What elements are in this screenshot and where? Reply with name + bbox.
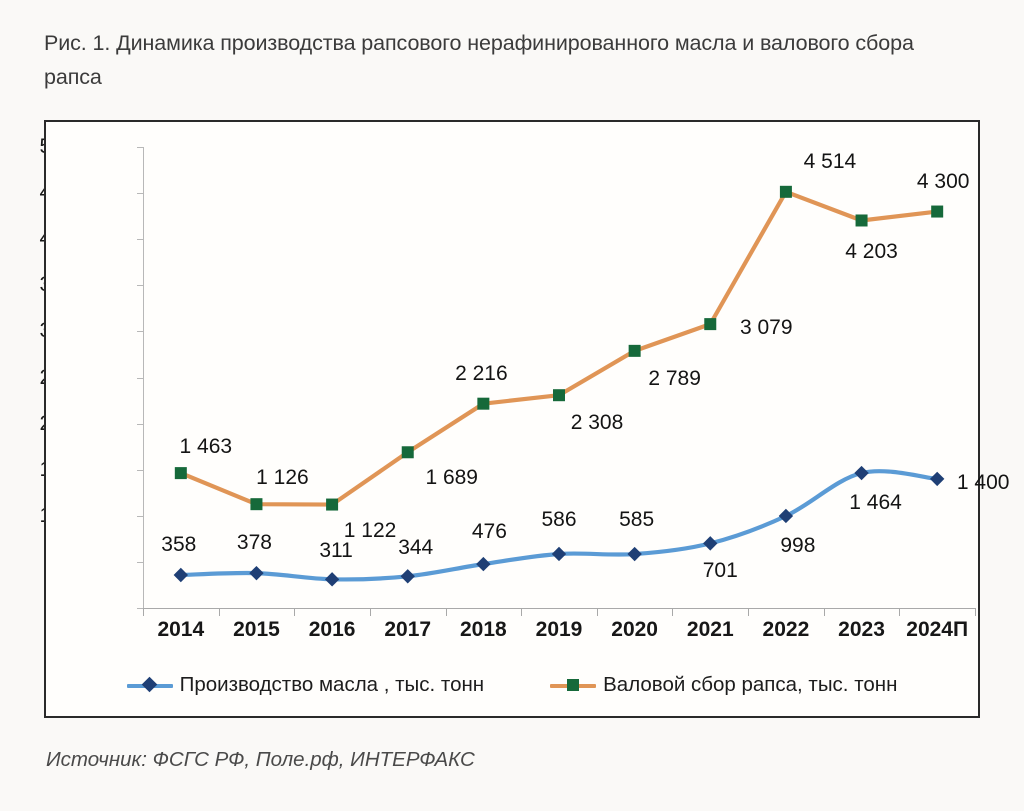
data-point-label: 1 464 [849, 491, 902, 515]
x-tick-label: 2024П [906, 618, 969, 641]
data-point-label: 1 689 [425, 466, 478, 490]
data-point-label: 701 [702, 559, 738, 583]
legend-item-rapeseed-harvest[interactable]: Валовой сбор рапса, тыс. тонн [550, 673, 897, 697]
x-tick-label: 2020 [611, 618, 658, 641]
x-tick-label: 2015 [233, 618, 280, 641]
legend-key-square-icon [550, 677, 597, 693]
data-point-label: 585 [619, 508, 655, 532]
x-tick-mark [521, 608, 523, 616]
x-tick-mark [218, 608, 220, 616]
source-note: Источник: ФСГС РФ, Поле.рф, ИНТЕРФАКС [46, 748, 475, 771]
x-axis-line [143, 608, 975, 610]
y-tick-mark [137, 377, 144, 379]
x-tick-mark [899, 608, 901, 616]
data-point-label: 1 126 [256, 466, 309, 490]
y-tick-mark [137, 331, 144, 333]
y-tick-mark [137, 285, 144, 287]
data-point-label: 1 463 [179, 435, 233, 459]
legend-label-oil-production: Производство масла , тыс. тонн [179, 673, 485, 696]
x-tick-label: 2018 [460, 618, 507, 641]
y-tick-mark [137, 147, 144, 148]
x-tick-mark [143, 608, 144, 616]
data-point-label: 2 216 [455, 361, 508, 385]
x-tick-label: 2023 [838, 618, 885, 641]
y-tick-mark [137, 239, 144, 241]
data-point-label: 2 308 [570, 411, 624, 435]
legend-label-rapeseed-harvest: Валовой сбор рапса, тыс. тонн [603, 673, 898, 696]
legend-key-diamond-icon [126, 676, 173, 693]
chart-legend: Производство масла , тыс. тонн Валовой с… [44, 662, 980, 708]
x-tick-mark [823, 608, 825, 616]
data-point-label: 4 514 [803, 149, 857, 173]
y-tick-mark [137, 515, 144, 517]
data-point-label: 344 [398, 536, 434, 560]
data-point-label: 586 [541, 507, 577, 531]
y-tick-mark [137, 469, 144, 471]
y-tick-mark [137, 193, 144, 195]
legend-item-oil-production[interactable]: Производство масла , тыс. тонн [126, 673, 485, 697]
x-tick-mark [294, 608, 296, 616]
x-tick-mark [975, 608, 976, 616]
data-point-label: 4 300 [916, 169, 970, 193]
data-point-label: 476 [471, 520, 507, 544]
data-point-label: 2 789 [648, 366, 701, 390]
x-tick-label: 2014 [157, 618, 205, 641]
data-point-label: 311 [319, 539, 353, 563]
data-point-label: 3 079 [739, 316, 793, 340]
x-tick-mark [369, 608, 371, 616]
y-tick-mark [137, 608, 144, 609]
x-tick-label: 2022 [762, 618, 810, 641]
x-tick-label: 2017 [384, 618, 432, 641]
x-tick-mark [596, 608, 598, 616]
figure-title: Рис. 1. Динамика производства рапсового … [44, 31, 914, 89]
data-point-label: 358 [161, 532, 197, 556]
x-tick-label: 2016 [308, 618, 356, 641]
x-tick-mark [672, 608, 674, 616]
data-point-label: 4 203 [845, 240, 898, 264]
x-tick-mark [445, 608, 447, 616]
data-point-label: 998 [780, 533, 816, 557]
data-point-label: 1 400 [956, 470, 1010, 494]
x-tick-label: 2019 [535, 618, 583, 641]
x-tick-label: 2021 [686, 618, 734, 641]
data-point-label: 1 122 [343, 518, 397, 542]
data-point-label: 378 [236, 531, 272, 555]
x-tick-mark [748, 608, 750, 616]
y-tick-mark [137, 561, 144, 563]
y-tick-mark [137, 423, 144, 425]
